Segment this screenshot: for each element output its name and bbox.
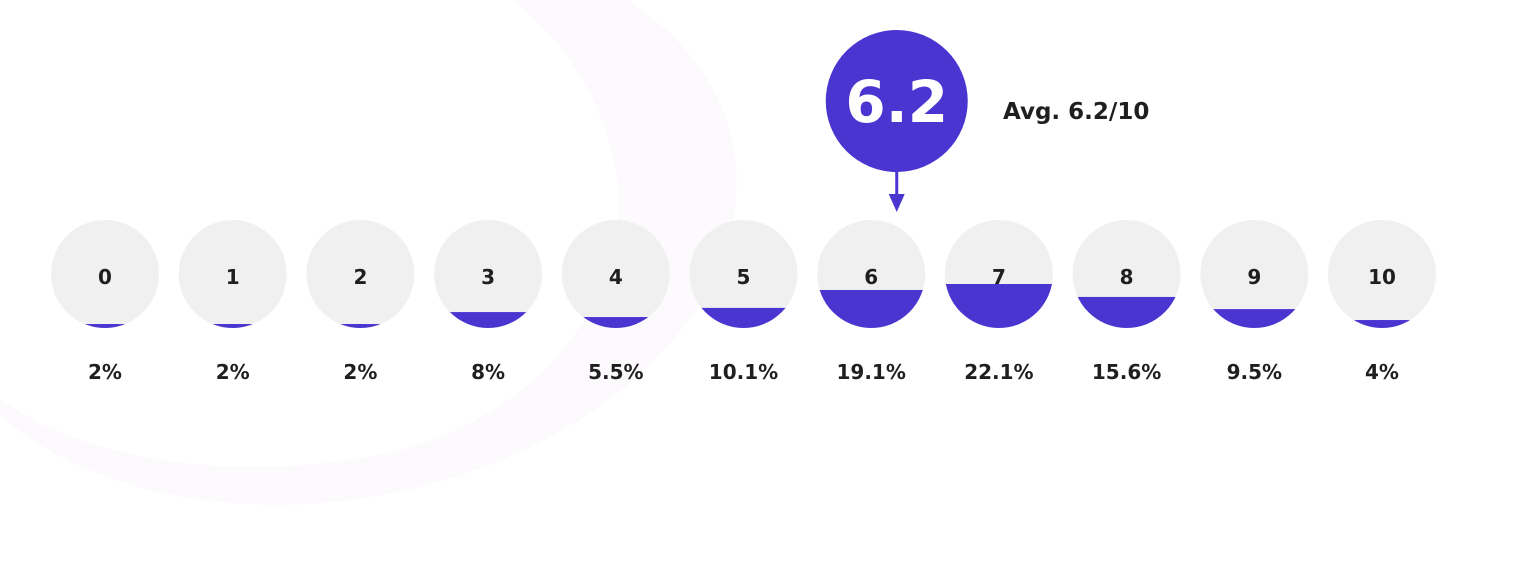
average-marker: 6.2 Avg. 6.2/10 (825, 30, 1149, 212)
percentage-label-8: 15.6% (1092, 360, 1161, 384)
score-circle-0: 0 (51, 220, 159, 328)
score-fill-bar-0 (51, 324, 159, 328)
score-fill-bar-7 (944, 284, 1053, 328)
score-circle-1: 1 (178, 220, 287, 328)
percentage-labels: 2% 2% 2% 8% 5.5% 10.1% 19.1% 22.1% 15.6% 9.5% 4% (88, 360, 1399, 384)
score-label-10: 10 (1368, 265, 1396, 289)
score-label-1: 1 (226, 265, 240, 289)
score-circle-bg-1 (178, 220, 287, 328)
score-fill-bar-6 (817, 289, 926, 328)
score-circle-9: 9 (1200, 220, 1309, 328)
score-label-6: 6 (864, 265, 878, 289)
score-circle-bg-3 (434, 220, 543, 328)
score-circle-5: 5 (689, 220, 798, 328)
score-distribution-chart: 0 1 2 3 4 5 6 7 8 9 10 2% 2% 2% 8% 5.5% 10.1% 19.1% 22.1%… (51, 30, 1436, 384)
score-circle-bg-0 (51, 220, 159, 328)
score-label-4: 4 (609, 265, 623, 289)
score-label-8: 8 (1120, 265, 1134, 289)
score-label-3: 3 (481, 265, 495, 289)
percentage-label-4: 5.5% (588, 360, 643, 384)
percentage-label-2: 2% (343, 360, 377, 384)
score-fill-bar-3 (434, 312, 543, 328)
average-value: 6.2 (845, 68, 948, 136)
percentage-label-10: 4% (1365, 360, 1399, 384)
score-circle-6: 6 (817, 220, 926, 328)
score-circle-3: 3 (434, 220, 543, 328)
score-label-2: 2 (353, 265, 367, 289)
score-circle-bg-9 (1200, 220, 1309, 328)
score-label-9: 9 (1247, 265, 1261, 289)
score-circle-2: 2 (306, 220, 415, 328)
score-circle-bg-10 (1328, 220, 1436, 328)
score-fill-bar-2 (306, 324, 415, 328)
percentage-label-0: 2% (88, 360, 122, 384)
percentage-label-7: 22.1% (964, 360, 1033, 384)
percentage-label-9: 9.5% (1227, 360, 1282, 384)
average-caption: Avg. 6.2/10 (1003, 99, 1149, 125)
score-circle-7: 7 (944, 220, 1053, 328)
score-fill-bar-1 (178, 324, 287, 328)
score-label-5: 5 (737, 265, 751, 289)
score-circle-bg-4 (561, 220, 670, 328)
score-fill-bar-9 (1200, 309, 1309, 328)
score-circles: 0 1 2 3 4 5 6 7 8 9 10 (51, 220, 1436, 328)
score-circle-10: 10 (1328, 220, 1436, 328)
average-pointer-arrowhead (888, 194, 905, 212)
score-fill-bar-5 (689, 307, 798, 328)
score-fill-bar-8 (1072, 296, 1181, 328)
percentage-label-6: 19.1% (837, 360, 906, 384)
score-circle-4: 4 (561, 220, 670, 328)
score-circle-bg-2 (306, 220, 415, 328)
score-fill-bar-10 (1328, 320, 1436, 328)
score-circle-bg-5 (689, 220, 798, 328)
score-label-0: 0 (98, 265, 112, 289)
percentage-label-5: 10.1% (709, 360, 778, 384)
percentage-label-1: 2% (216, 360, 250, 384)
score-circle-8: 8 (1072, 220, 1181, 328)
percentage-label-3: 8% (471, 360, 505, 384)
score-fill-bar-4 (561, 317, 670, 328)
average-bubble (825, 30, 968, 172)
score-label-7: 7 (992, 265, 1006, 289)
